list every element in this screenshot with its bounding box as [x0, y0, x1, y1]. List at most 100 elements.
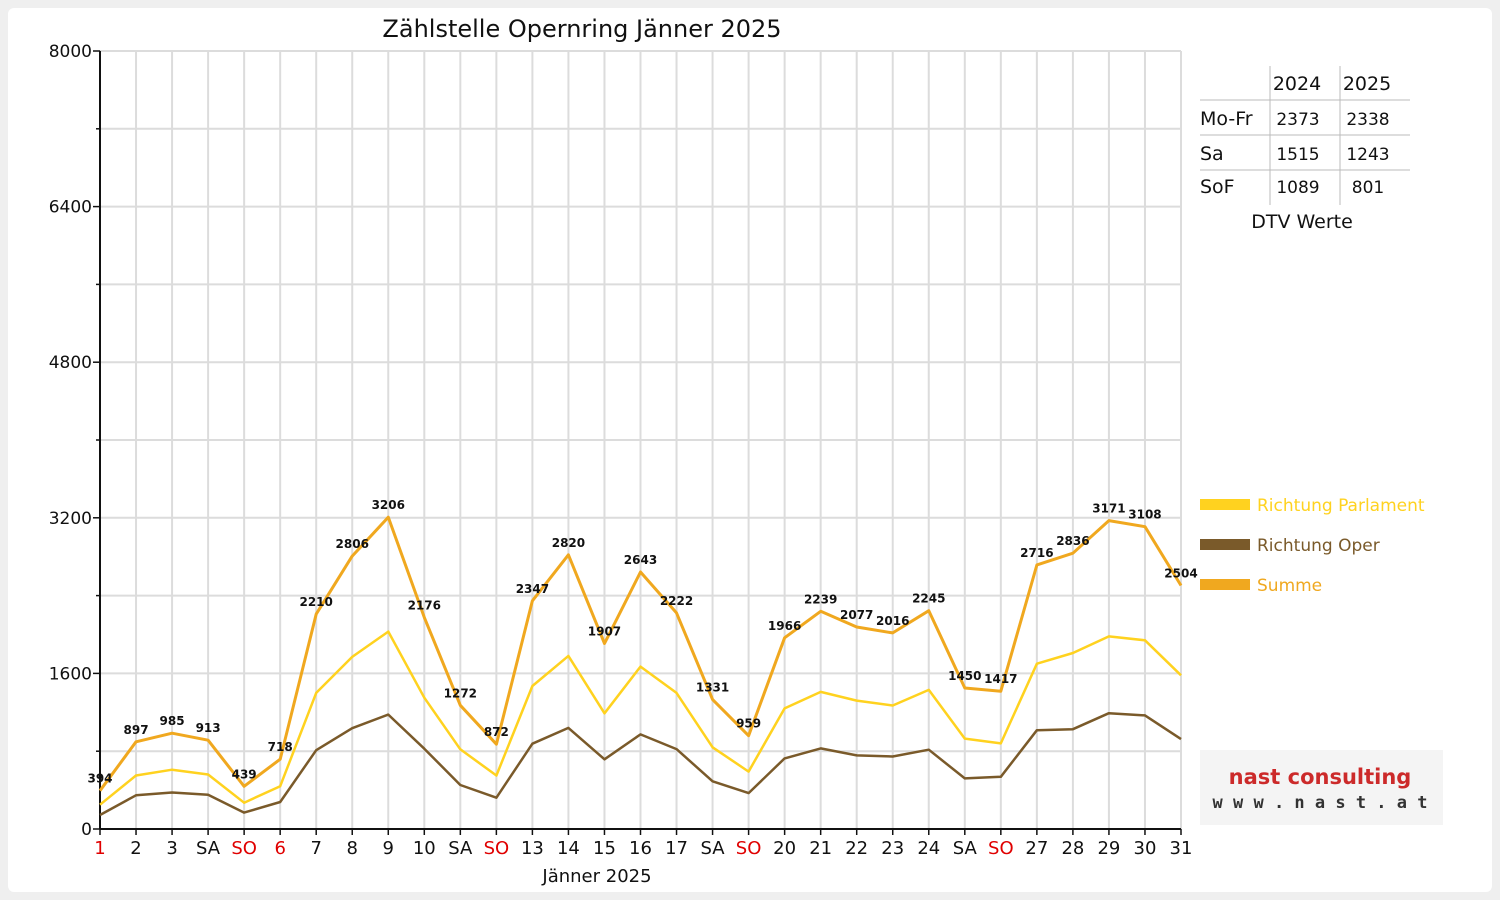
x-tick-label: 8 [347, 838, 358, 859]
x-tick-label: 23 [881, 838, 904, 859]
x-tick-label: 30 [1134, 838, 1157, 859]
data-label: 1907 [588, 625, 621, 639]
x-tick-label: SA [196, 838, 221, 859]
y-tick-label: 3200 [49, 509, 92, 529]
x-tick-label: 24 [917, 838, 940, 859]
legend-swatch [1200, 499, 1250, 510]
series-line-2 [99, 711, 1182, 817]
x-tick-label: SO [231, 838, 257, 859]
table-cell: 1243 [1346, 145, 1389, 165]
legend-label: Richtung Parlament [1257, 496, 1425, 516]
x-tick-label: 13 [521, 838, 544, 859]
data-label: 439 [232, 767, 257, 781]
x-tick-label: 27 [1025, 838, 1048, 859]
legend-label: Richtung Oper [1257, 536, 1380, 556]
x-tick-label: SA [448, 838, 473, 859]
table-cell: 2338 [1346, 110, 1389, 130]
data-label: 2245 [912, 592, 945, 606]
axes [93, 50, 1182, 835]
y-tick-label: 0 [81, 820, 92, 840]
data-label: 1966 [768, 619, 801, 633]
data-label: 872 [484, 725, 509, 739]
x-tick-label: SA [701, 838, 726, 859]
series-lines [98, 515, 1183, 817]
data-label: 2222 [660, 594, 693, 608]
data-label: 2239 [804, 592, 837, 606]
table-cell: 1515 [1276, 145, 1319, 165]
data-label: 897 [124, 723, 149, 737]
data-label: 985 [160, 714, 185, 728]
y-tick-label: 4800 [49, 353, 92, 373]
table-header-2024: 2024 [1273, 73, 1321, 95]
x-tick-label: 21 [809, 838, 832, 859]
series-line-1 [99, 630, 1182, 806]
table-row-label: Mo-Fr [1200, 108, 1253, 130]
x-tick-label: 2 [130, 838, 141, 859]
logo-url: w w w . n a s t . a t [1213, 793, 1428, 813]
data-label: 959 [736, 717, 761, 731]
y-tick-label: 8000 [49, 42, 92, 62]
data-label: 1331 [696, 681, 729, 695]
data-label: 2347 [516, 582, 549, 596]
chart-title: Zählstelle Opernring Jänner 2025 [382, 15, 781, 43]
legend-swatch [1200, 579, 1250, 590]
x-tick-label: 7 [310, 838, 321, 859]
x-tick-label: 22 [845, 838, 868, 859]
dtv-table: 2024 2025 Mo-Fr 2373 2338 Sa 1515 1243 S… [1200, 66, 1410, 233]
x-tick-label: 31 [1170, 838, 1193, 859]
data-label: 2820 [552, 536, 585, 550]
x-tick-label: SO [988, 838, 1014, 859]
x-tick-labels: 1 2 3 SA SO 6 7 8 9 10 SA SO 13 14 15 16 17 SA SO 20 21 22 23 2… [94, 838, 1192, 859]
logo: nast consulting w w w . n a s t . a t [1200, 750, 1443, 825]
x-tick-label: SO [484, 838, 510, 859]
logo-background [1200, 750, 1443, 825]
data-label: 2077 [840, 608, 873, 622]
data-label: 2836 [1056, 534, 1089, 548]
x-tick-label: 20 [773, 838, 796, 859]
x-tick-label: 6 [274, 838, 285, 859]
data-label: 3108 [1128, 508, 1161, 522]
y-tick-labels: 0 1600 3200 4800 6400 8000 [49, 42, 92, 840]
legend-label: Summe [1257, 576, 1322, 596]
table-cell: 1089 [1276, 178, 1319, 198]
table-cell: 2373 [1276, 110, 1319, 130]
x-tick-label: 15 [593, 838, 616, 859]
data-label: 2806 [336, 537, 369, 551]
logo-name: nast consulting [1229, 765, 1412, 789]
data-label: 3206 [372, 498, 405, 512]
x-tick-label: 1 [94, 838, 105, 859]
series-line-3 [98, 515, 1183, 792]
legend: Richtung Parlament Richtung Oper Summe [1200, 496, 1425, 596]
chart-panel [8, 8, 1492, 892]
data-label: 2643 [624, 553, 657, 567]
data-label: 394 [87, 772, 112, 786]
y-tick-label: 1600 [49, 664, 92, 684]
y-tick-label: 6400 [49, 198, 92, 218]
x-tick-label: 17 [665, 838, 688, 859]
x-tick-label: SA [953, 838, 978, 859]
table-header-2025: 2025 [1343, 73, 1391, 95]
legend-swatch [1200, 539, 1250, 550]
x-tick-label: 28 [1061, 838, 1084, 859]
x-tick-label: 9 [383, 838, 394, 859]
x-tick-label: 3 [166, 838, 177, 859]
data-label: 2176 [408, 598, 441, 612]
data-label: 2504 [1164, 566, 1197, 580]
x-tick-label: 14 [557, 838, 580, 859]
x-tick-label: SO [736, 838, 762, 859]
table-row-label: Sa [1200, 143, 1224, 165]
data-label: 2210 [299, 595, 332, 609]
data-label: 2016 [876, 614, 909, 628]
data-label: 913 [196, 721, 221, 735]
table-cell: 801 [1352, 178, 1384, 198]
x-tick-label: 10 [413, 838, 436, 859]
table-row-label: SoF [1200, 176, 1235, 198]
data-label: 1450 [948, 669, 981, 683]
table-caption: DTV Werte [1251, 211, 1353, 233]
x-tick-label: 29 [1097, 838, 1120, 859]
data-label: 1272 [444, 686, 477, 700]
data-label: 3171 [1092, 502, 1125, 516]
grid-lines [99, 50, 1182, 830]
x-axis-label: Jänner 2025 [541, 866, 651, 887]
